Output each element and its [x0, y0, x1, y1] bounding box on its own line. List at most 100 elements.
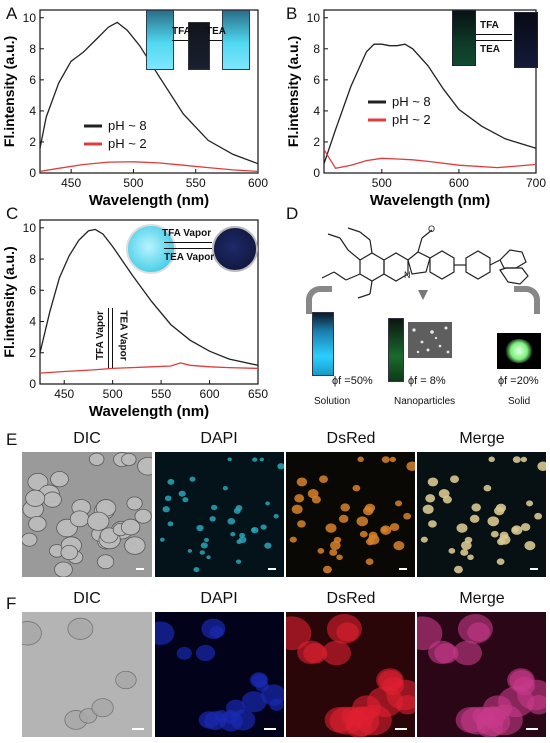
cell — [189, 476, 196, 482]
f-dapi-cells — [155, 618, 284, 732]
cell — [393, 540, 405, 551]
chart-b-ytick-label-2: 4 — [313, 104, 320, 118]
chart-a-svg: 450 500 550 600 0 2 4 6 8 10 Wavelength (nm) Fl.int… — [1, 9, 268, 209]
arrow-c-up — [108, 308, 109, 368]
chart-c-ylabel: Fl.intensity (a.u.) — [1, 246, 17, 357]
chart-c-xtick-label-3: 600 — [200, 387, 220, 401]
chart-b-ytick-label-5: 10 — [307, 11, 321, 25]
chart-b-ytick-label-1: 2 — [313, 135, 320, 149]
cell — [69, 510, 90, 528]
cell — [403, 512, 412, 520]
cell — [420, 536, 428, 543]
panel-letter-a: A — [6, 4, 18, 23]
cell — [311, 495, 321, 504]
chart-b-xtick-label-2: 700 — [526, 176, 546, 190]
cell — [297, 640, 325, 665]
panel-letter-f: F — [6, 594, 17, 613]
cell — [453, 565, 463, 574]
chart-a-ytick-label-3: 6 — [29, 73, 36, 87]
qy-solid: ϕf =20% — [498, 375, 539, 387]
cell — [28, 516, 47, 532]
cell — [91, 698, 114, 718]
disc-bright-c — [126, 224, 176, 274]
cell — [364, 503, 376, 513]
chart-b-legend-label-0: pH ~ 8 — [392, 94, 431, 109]
panel-letter-c: C — [6, 204, 19, 223]
cell — [264, 542, 272, 549]
cell — [338, 514, 349, 523]
cell — [526, 500, 534, 507]
chart-a-ytick-label-4: 8 — [29, 42, 36, 56]
f-scalebar-merge — [526, 728, 538, 730]
chart-b-ytick-label-4: 8 — [313, 42, 320, 56]
e-dic-cells — [22, 452, 152, 577]
cell — [137, 456, 152, 476]
chart-c-ytick-label-1: 2 — [29, 346, 36, 360]
cell — [450, 475, 460, 484]
vial-dark-b — [514, 12, 538, 68]
cell — [422, 504, 434, 514]
molecule-structure: O N — [300, 220, 540, 300]
cell — [209, 626, 224, 639]
chart-a-legend-label-1: pH ~ 2 — [108, 136, 147, 151]
cell — [512, 456, 521, 463]
chart-c-xtick-label-2: 550 — [151, 387, 171, 401]
cell — [425, 494, 436, 503]
tea-vapor-label-c: TEA Vapor — [164, 252, 215, 263]
inset-a: TFA TEA — [142, 8, 252, 76]
cell — [227, 517, 236, 525]
chart-c-series-1-line — [39, 362, 259, 374]
chart-c-ytick-label-3: 6 — [29, 283, 36, 297]
cell — [469, 514, 480, 523]
cell — [60, 544, 79, 560]
chart-c-ytick-label-4: 8 — [29, 252, 36, 266]
chart-a-ylabel: Fl.intensity (a.u.) — [1, 36, 17, 147]
chart-c-xtick-label-4: 650 — [248, 387, 268, 401]
cell — [428, 640, 456, 665]
chart-a-xlabel: Wavelength (nm) — [89, 192, 209, 209]
cell — [499, 531, 509, 540]
vial-bright-a — [146, 10, 174, 70]
cell — [199, 550, 205, 555]
chart-b-series-0-line — [323, 43, 537, 164]
f-label-dapi: DAPI — [200, 590, 238, 607]
cell — [291, 504, 303, 514]
cell — [176, 646, 192, 660]
cell — [395, 500, 403, 507]
chart-a-ytick-label-1: 2 — [29, 135, 36, 149]
cell — [483, 484, 492, 492]
f-dic-cells — [22, 617, 137, 730]
molecule-svg: O N — [321, 224, 529, 299]
tea-vapor-vert-c: TEA Vapor — [117, 310, 129, 361]
chart-c-xtick-label-1: 500 — [103, 387, 123, 401]
cell — [259, 457, 264, 462]
cell — [428, 520, 437, 528]
cell — [265, 501, 270, 506]
cell — [238, 536, 247, 543]
cell — [382, 676, 405, 696]
cell — [319, 475, 329, 484]
cell — [289, 536, 297, 543]
cell — [88, 452, 105, 466]
e-image-dapi — [155, 452, 284, 577]
cell — [537, 461, 546, 471]
chart-c-frame — [39, 219, 259, 385]
arrow-a1 — [172, 40, 188, 41]
chart-b-xtick-label-0: 500 — [372, 176, 392, 190]
chart-b-svg: 500 600 700 0 2 4 6 8 10 Wavelength (nm) Fl.intens… — [285, 9, 546, 209]
down-arrow-middle — [418, 290, 428, 300]
cell — [471, 503, 481, 512]
inset-c: TFA Vapor TEA Vapor — [126, 222, 258, 278]
cell — [294, 494, 305, 503]
cell — [200, 542, 208, 549]
tfa-label-a: TFA — [172, 26, 191, 37]
cell — [222, 485, 228, 491]
e-label-dic: DIC — [73, 430, 101, 447]
solid-glow — [505, 339, 533, 363]
cell — [406, 461, 415, 471]
chart-a-series-0-line — [39, 21, 259, 165]
cell — [222, 710, 239, 725]
cell — [182, 497, 189, 503]
cell — [286, 616, 312, 651]
chart-b: 500 600 700 0 2 4 6 8 10 Wavelength (nm) Fl.intens… — [280, 0, 550, 215]
